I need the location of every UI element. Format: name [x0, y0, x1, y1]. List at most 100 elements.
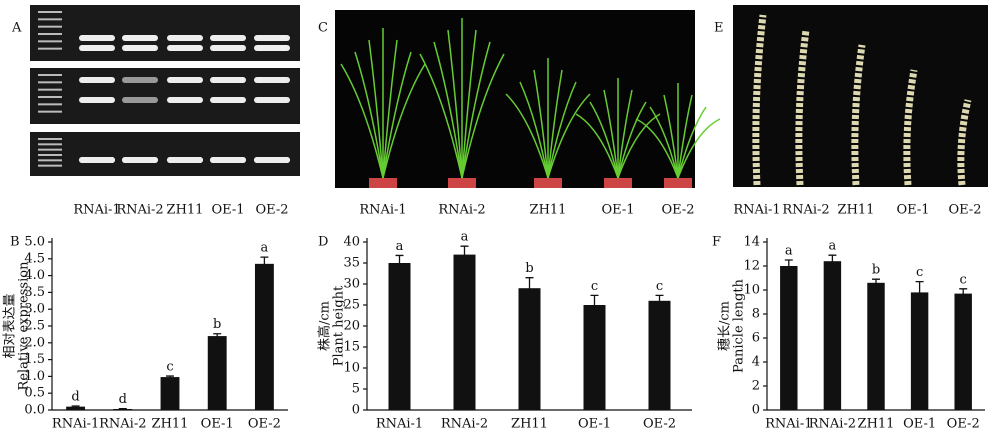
- gel-band: [167, 97, 203, 103]
- gel-band: [254, 157, 290, 163]
- pot: [369, 178, 397, 188]
- error-bar: [590, 294, 599, 315]
- lane-label: ZH11: [167, 203, 204, 218]
- plant-leaf: [649, 106, 679, 179]
- error-bar: [915, 280, 924, 304]
- lane-label: OE-2: [255, 203, 288, 218]
- bar: [910, 292, 929, 410]
- y-tick-label: 0: [352, 403, 360, 418]
- lane-label: RNAi-1: [359, 203, 406, 218]
- plant-leaf: [461, 41, 491, 179]
- bar: [160, 377, 180, 410]
- ladder-band: [38, 110, 62, 113]
- x-tick-label: RNAi-2: [441, 417, 488, 432]
- plant-leaf: [433, 41, 463, 179]
- y-tick-label: 14: [743, 235, 760, 250]
- y-axis-label: 株高/cm: [317, 301, 333, 351]
- panicle: [752, 14, 767, 186]
- gel-band: [254, 77, 290, 83]
- x-tick-label: ZH11: [511, 417, 548, 432]
- ladder-band: [38, 159, 62, 162]
- plant-leaf: [368, 39, 384, 179]
- y-tick-label: 1.0: [24, 369, 45, 384]
- plant-leaf: [677, 118, 721, 179]
- bar: [113, 408, 133, 410]
- significance-letter: c: [960, 272, 967, 287]
- y-tick-label: 35: [343, 256, 360, 271]
- plant-leaf: [533, 69, 549, 179]
- gel-band: [254, 35, 290, 41]
- panel-letter: A: [11, 21, 22, 36]
- x-tick-label: OE-2: [643, 417, 676, 432]
- plant-leaf: [677, 106, 707, 179]
- plant-leaf: [547, 93, 591, 179]
- y-tick-label: 0.0: [24, 403, 45, 418]
- y-tick-label: 25: [343, 298, 360, 313]
- significance-letter: b: [872, 263, 880, 278]
- lane-label: RNAi-1: [73, 203, 120, 218]
- y-tick-label: 40: [343, 235, 360, 250]
- ladder-band: [38, 74, 62, 76]
- plant-leaf: [354, 51, 384, 179]
- x-tick-label: ZH11: [858, 417, 895, 432]
- plant-leaf: [519, 81, 549, 179]
- plant-leaf: [677, 94, 693, 179]
- plant-leaf: [447, 29, 463, 179]
- plant-leaf: [461, 29, 477, 179]
- gel-band: [122, 77, 158, 83]
- significance-letter: d: [71, 389, 79, 404]
- significance-letter: a: [829, 239, 837, 254]
- plant-leaf: [663, 94, 679, 179]
- plant-leaf: [589, 101, 619, 179]
- y-tick-label: 1.5: [24, 352, 45, 367]
- gel-band: [79, 157, 115, 163]
- error-bar: [166, 375, 174, 379]
- ladder-band: [38, 143, 62, 146]
- lane-label: OE-2: [661, 203, 694, 218]
- y-axis-label: 相对表达量: [3, 293, 18, 358]
- bar: [780, 266, 798, 410]
- gel-band: [210, 97, 246, 103]
- gel-band: [167, 157, 203, 163]
- significance-letter: c: [591, 279, 598, 294]
- plant-leaf: [635, 118, 679, 179]
- ladder-band: [38, 47, 62, 50]
- error-bar: [460, 245, 469, 263]
- ladder-band: [38, 96, 62, 98]
- error-bar: [213, 333, 222, 339]
- gel-band: [210, 35, 246, 41]
- y-tick-label: 3.0: [24, 302, 45, 317]
- plant-leaf: [461, 53, 505, 179]
- gel-image: [30, 5, 300, 176]
- y-tick-label: 20: [343, 319, 360, 334]
- y-tick-label: 8: [752, 307, 760, 322]
- x-tick-label: RNAi-2: [809, 417, 856, 432]
- y-axis-label: Panicle length: [732, 278, 747, 372]
- ladder-band: [38, 11, 62, 13]
- x-tick-label: RNAi-1: [376, 417, 423, 432]
- y-tick-label: 2.0: [24, 335, 45, 350]
- significance-letter: b: [213, 317, 221, 332]
- ladder-band: [38, 154, 62, 156]
- gel-band: [79, 45, 115, 51]
- lane-label: OE-1: [211, 203, 244, 218]
- lane-label: OE-2: [948, 203, 981, 218]
- y-axis-label: 穗长/cm: [718, 301, 733, 351]
- y-tick-label: 5.0: [24, 235, 45, 250]
- y-tick-label: 0: [752, 403, 760, 418]
- bar: [954, 293, 972, 410]
- gel-band: [79, 77, 115, 83]
- panicle: [957, 99, 972, 186]
- x-tick-label: RNAi-1: [52, 417, 99, 432]
- y-tick-label: 2.5: [24, 319, 45, 334]
- bar: [254, 263, 274, 410]
- panel-letter: C: [318, 21, 328, 36]
- gel-band: [122, 35, 158, 41]
- lane-label: RNAi-1: [733, 203, 780, 218]
- pot: [604, 178, 632, 188]
- gel-band: [122, 45, 158, 51]
- panel-letter: F: [712, 235, 721, 250]
- y-tick-label: 6: [752, 331, 760, 346]
- lane-label: RNAi-2: [438, 203, 485, 218]
- significance-letter: a: [785, 244, 793, 259]
